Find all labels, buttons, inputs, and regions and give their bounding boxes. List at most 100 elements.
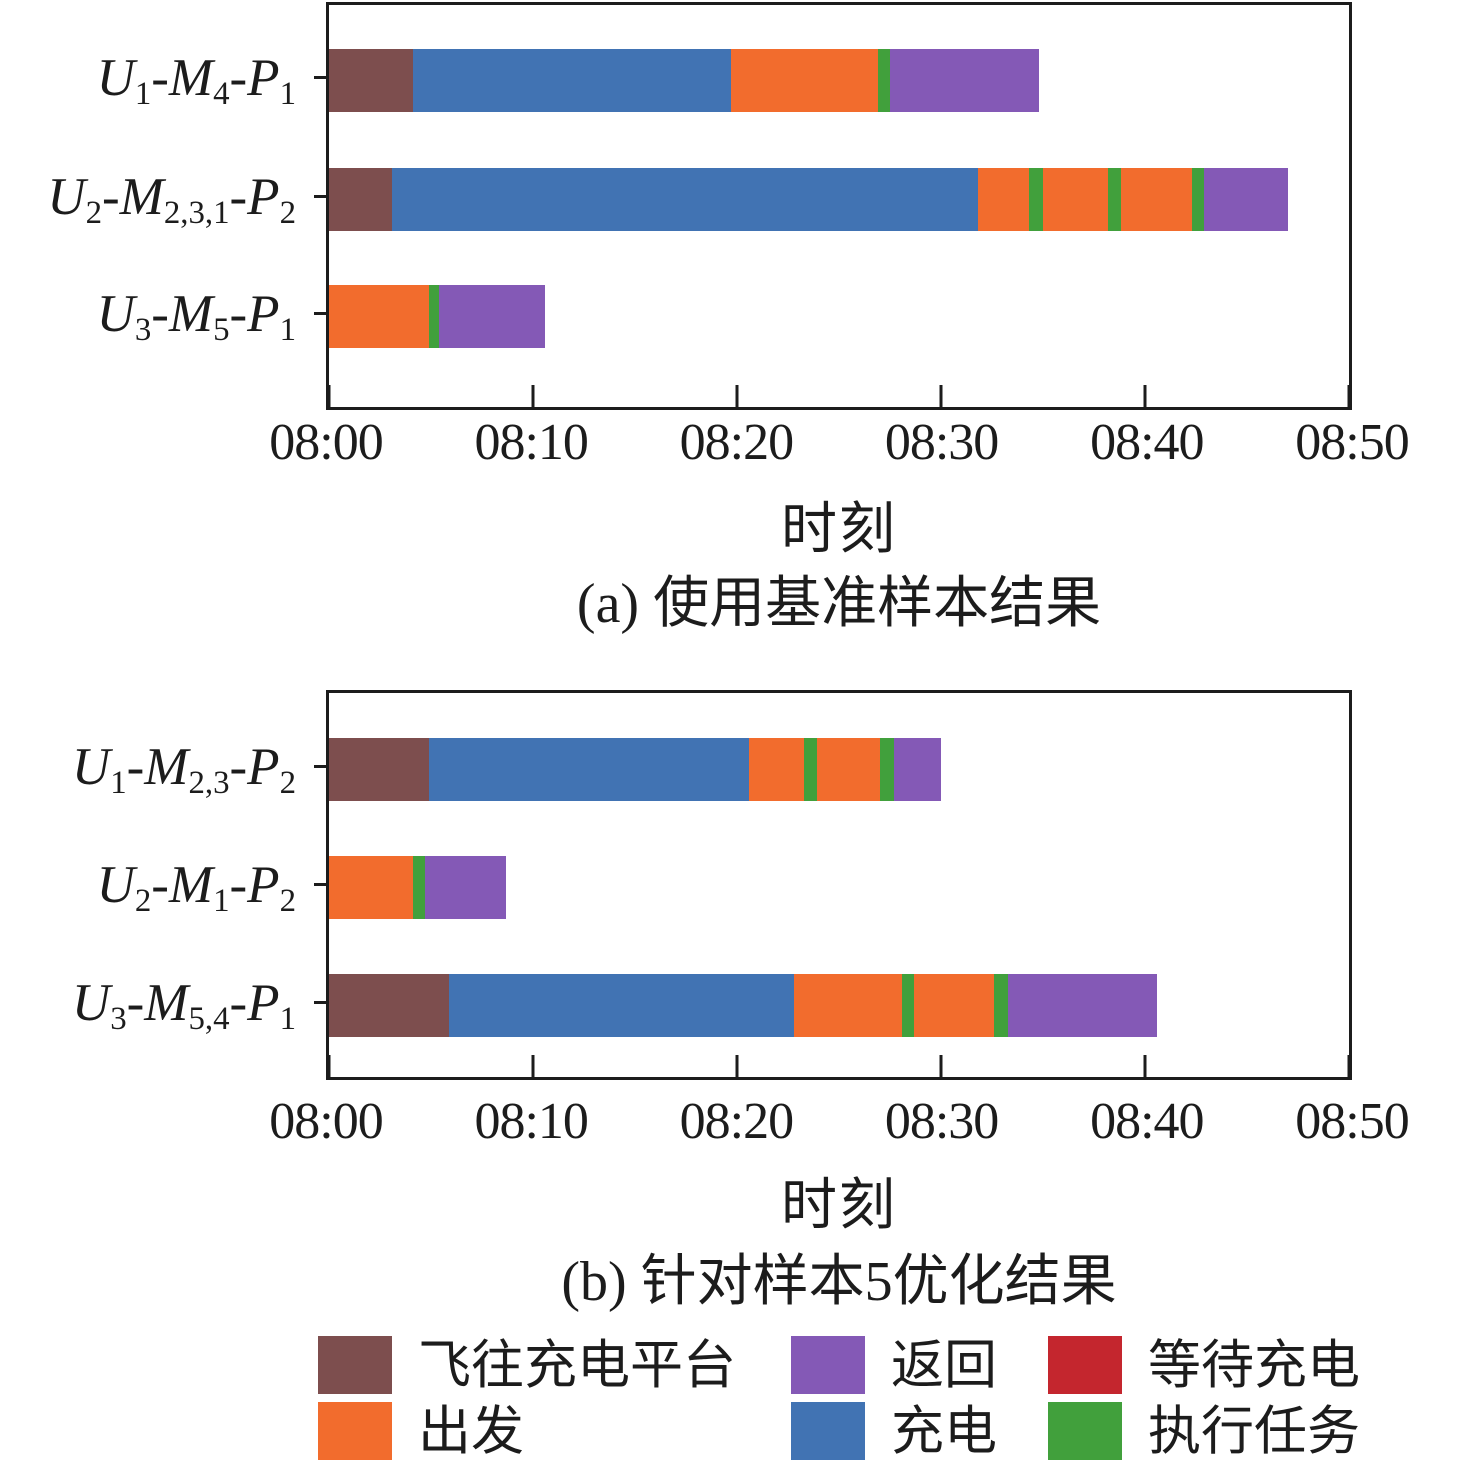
bar-row-U2-M2,3,1-P2 bbox=[329, 168, 1349, 231]
y-axis-label: U1-M2,3-P2 bbox=[71, 737, 296, 801]
x-axis-title-b: 时刻 bbox=[781, 1175, 897, 1237]
x-tick bbox=[327, 1055, 331, 1077]
legend-swatch-charge bbox=[791, 1402, 865, 1460]
x-tick bbox=[531, 385, 535, 407]
x-tick bbox=[735, 385, 739, 407]
segment-return bbox=[1204, 168, 1288, 231]
segment-return bbox=[439, 285, 546, 348]
bar-row-U3-M5-P1 bbox=[329, 285, 1349, 348]
y-axis-label: U3-M5-P1 bbox=[96, 284, 296, 348]
legend-label: 执行任务 bbox=[1148, 1403, 1360, 1461]
bar-row-U3-M5,4-P1 bbox=[329, 974, 1349, 1037]
x-tick-label: 08:00 bbox=[269, 414, 383, 471]
caption-b: (b) 针对样本5优化结果 bbox=[561, 1251, 1117, 1313]
segment-execute_task bbox=[1191, 168, 1205, 231]
y-axis-label: U2-M2,3,1-P2 bbox=[47, 167, 296, 231]
x-tick bbox=[1143, 1055, 1147, 1077]
x-tick-label: 08:30 bbox=[884, 414, 999, 471]
segment-fly_to_platform bbox=[329, 168, 393, 231]
plot-area-a bbox=[326, 2, 1352, 410]
y-axis-label: U1-M4-P1 bbox=[96, 48, 296, 112]
x-tick-label: 08:40 bbox=[1090, 414, 1204, 471]
x-tick-label: 08:00 bbox=[269, 1093, 383, 1150]
x-tick bbox=[735, 1055, 739, 1077]
y-tick bbox=[314, 76, 326, 79]
x-tick-label: 08:30 bbox=[884, 1093, 999, 1150]
x-tick bbox=[1143, 385, 1147, 407]
x-axis-title-a: 时刻 bbox=[781, 499, 897, 561]
legend-label: 等待充电 bbox=[1148, 1337, 1360, 1395]
legend-item-execute_task: 执行任务 bbox=[1048, 1402, 1476, 1461]
legend-item-charge: 充电 bbox=[791, 1402, 1261, 1461]
segment-execute_task bbox=[902, 974, 915, 1037]
segment-return bbox=[890, 49, 1039, 112]
caption-a: (a) 使用基准样本结果 bbox=[576, 573, 1102, 635]
x-tick-label: 08:10 bbox=[474, 414, 588, 471]
segment-execute_task bbox=[1108, 168, 1121, 231]
legend-item-return: 返回 bbox=[791, 1336, 1261, 1395]
y-tick bbox=[314, 312, 326, 315]
segment-charge bbox=[449, 974, 795, 1037]
legend-item-depart: 出发 bbox=[318, 1402, 788, 1461]
bar-row-U2-M1-P2 bbox=[329, 856, 1349, 919]
segment-depart bbox=[329, 285, 429, 348]
segment-execute_task bbox=[994, 974, 1009, 1037]
segment-execute_task bbox=[412, 856, 425, 919]
x-tick bbox=[939, 1055, 943, 1077]
x-tick-label: 08:20 bbox=[679, 414, 794, 471]
segment-fly_to_platform bbox=[329, 974, 450, 1037]
legend-item-wait_charge: 等待充电 bbox=[1048, 1336, 1476, 1395]
y-tick bbox=[314, 883, 326, 886]
y-tick bbox=[314, 195, 326, 198]
x-tick-label: 08:20 bbox=[679, 1093, 794, 1150]
segment-depart bbox=[816, 738, 880, 801]
x-tick-label: 08:50 bbox=[1295, 414, 1409, 471]
segment-depart bbox=[1120, 168, 1192, 231]
segment-depart bbox=[914, 974, 995, 1037]
x-tick bbox=[1347, 385, 1351, 407]
segment-depart bbox=[1043, 168, 1109, 231]
segment-depart bbox=[329, 856, 413, 919]
legend-swatch-wait_charge bbox=[1048, 1336, 1122, 1394]
y-tick bbox=[314, 765, 326, 768]
segment-execute_task bbox=[877, 49, 890, 112]
y-axis-label: U2-M1-P2 bbox=[96, 855, 296, 919]
segment-charge bbox=[428, 738, 750, 801]
segment-execute_task bbox=[1028, 168, 1043, 231]
x-tick-label: 08:50 bbox=[1295, 1093, 1409, 1150]
segment-fly_to_platform bbox=[329, 49, 413, 112]
legend-swatch-depart bbox=[318, 1402, 392, 1460]
legend-label: 飞往充电平台 bbox=[418, 1337, 736, 1395]
segment-execute_task bbox=[804, 738, 817, 801]
x-tick bbox=[939, 385, 943, 407]
legend-swatch-return bbox=[791, 1336, 865, 1394]
segment-charge bbox=[412, 49, 731, 112]
segment-execute_task bbox=[428, 285, 440, 348]
legend-label: 出发 bbox=[418, 1403, 524, 1461]
legend-label: 返回 bbox=[891, 1337, 997, 1395]
segment-return bbox=[424, 856, 507, 919]
segment-return bbox=[1008, 974, 1158, 1037]
segment-execute_task bbox=[879, 738, 895, 801]
segment-depart bbox=[977, 168, 1029, 231]
x-tick-label: 08:10 bbox=[474, 1093, 588, 1150]
y-axis-label: U3-M5,4-P1 bbox=[71, 973, 296, 1037]
segment-depart bbox=[794, 974, 903, 1037]
segment-depart bbox=[749, 738, 805, 801]
legend-swatch-fly_to_platform bbox=[318, 1336, 392, 1394]
legend-swatch-execute_task bbox=[1048, 1402, 1122, 1460]
segment-return bbox=[894, 738, 941, 801]
segment-depart bbox=[730, 49, 878, 112]
legend-label: 充电 bbox=[891, 1403, 997, 1461]
y-tick bbox=[314, 1001, 326, 1004]
bar-row-U1-M4-P1 bbox=[329, 49, 1349, 112]
x-tick bbox=[531, 1055, 535, 1077]
segment-charge bbox=[392, 168, 978, 231]
plot-area-b bbox=[326, 690, 1352, 1080]
segment-fly_to_platform bbox=[329, 738, 429, 801]
x-tick bbox=[327, 385, 331, 407]
bar-row-U1-M2,3-P2 bbox=[329, 738, 1349, 801]
x-tick bbox=[1347, 1055, 1351, 1077]
x-tick-label: 08:40 bbox=[1090, 1093, 1204, 1150]
